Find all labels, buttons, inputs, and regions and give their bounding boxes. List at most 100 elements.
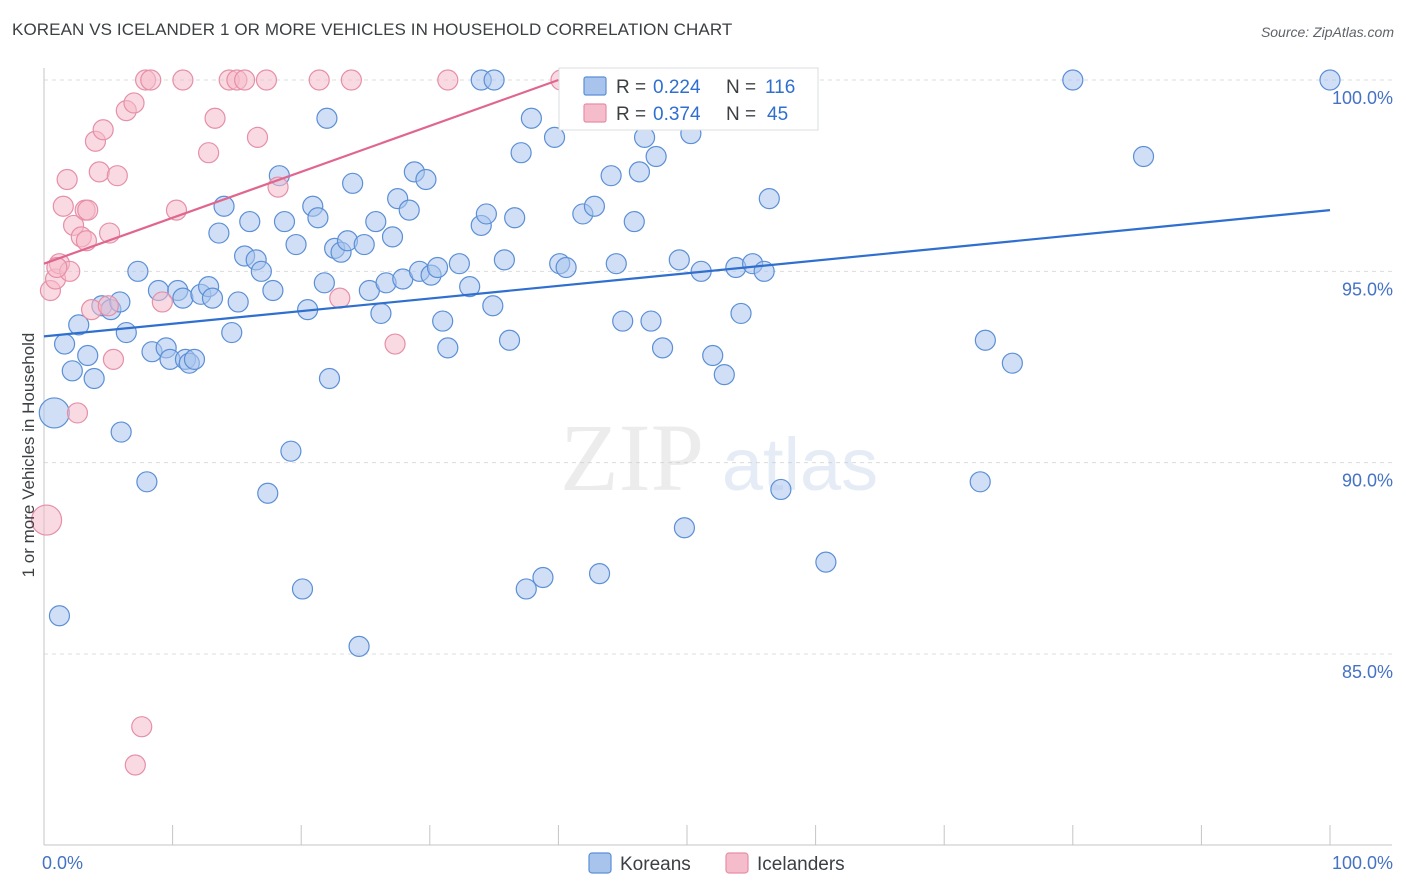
koreans-point [600, 165, 622, 187]
koreans-n-label: N = [726, 77, 756, 98]
koreans-point [448, 253, 470, 275]
koreans-point [437, 337, 459, 359]
koreans-point [504, 207, 526, 229]
koreans-point [1062, 69, 1084, 91]
stat-legend-box: R = 0.224 N = 116 R = 0.374 N = 45 [558, 67, 819, 131]
koreans-point [645, 145, 667, 168]
koreans-point [77, 344, 99, 367]
koreans-point [673, 517, 696, 539]
koreans-point [628, 161, 651, 183]
y-tick-label: 90.0% [1342, 471, 1393, 491]
icelanders-point [384, 333, 406, 355]
icelanders-point [52, 195, 74, 217]
koreans-point [183, 348, 206, 370]
icelanders-points [30, 69, 572, 776]
axes [43, 68, 1392, 846]
icelanders-point [88, 161, 110, 183]
koreans-point [316, 107, 338, 129]
koreans-point [68, 314, 90, 336]
koreans-point [61, 360, 83, 382]
icelanders-point [308, 69, 330, 91]
icelanders-point [30, 504, 63, 536]
koreans-point [257, 482, 279, 504]
koreans-point [53, 333, 76, 355]
icelanders-point [92, 119, 114, 141]
koreans-trend-line [43, 209, 1331, 338]
koreans-point [280, 440, 302, 462]
legend-koreans-label: Koreans [620, 854, 691, 875]
watermark: ZIP atlas [560, 404, 878, 511]
koreans-point [432, 310, 454, 332]
icelanders-point [204, 107, 226, 129]
koreans-point [651, 337, 674, 359]
legend-icelanders-label: Icelanders [757, 854, 845, 875]
y-axis-title: 1 or more Vehicles in Household [19, 333, 38, 578]
icelanders-r-label: R = [616, 104, 646, 125]
koreans-point [475, 203, 497, 225]
koreans-point [110, 421, 132, 443]
koreans-point [510, 142, 532, 164]
koreans-point [969, 471, 991, 493]
koreans-point [273, 210, 296, 233]
koreans-point [239, 210, 261, 233]
koreans-point [370, 302, 392, 325]
koreans-point [201, 287, 224, 309]
y-tick-label: 85.0% [1342, 662, 1393, 682]
koreans-point [555, 256, 577, 279]
koreans-swatch [583, 76, 607, 96]
koreans-point [974, 329, 996, 351]
koreans-point [1001, 352, 1023, 374]
koreans-point [758, 188, 780, 210]
koreans-point [493, 249, 515, 271]
koreans-points [38, 69, 1341, 657]
legend-icelanders-swatch [725, 852, 749, 874]
koreans-point [640, 310, 662, 332]
koreans-point [520, 107, 542, 129]
koreans-point [588, 563, 611, 585]
icelanders-point [329, 287, 351, 309]
koreans-n-value: 116 [765, 77, 795, 98]
koreans-point [623, 210, 645, 233]
icelanders-point [246, 126, 269, 148]
icelanders-point [340, 69, 362, 91]
icelanders-point [77, 199, 99, 221]
koreans-point [285, 233, 307, 256]
koreans-point [713, 364, 735, 386]
icelanders-trend-line [43, 78, 559, 265]
koreans-point [381, 226, 404, 248]
icelanders-point [172, 69, 194, 91]
koreans-point [612, 310, 634, 332]
icelanders-point [102, 348, 125, 370]
legend-koreans-swatch [588, 852, 612, 874]
koreans-point [348, 635, 370, 657]
y-tick-label: 95.0% [1342, 279, 1393, 299]
icelanders-point [198, 142, 220, 164]
koreans-point [498, 329, 521, 351]
koreans-point [353, 233, 375, 256]
koreans-point [515, 578, 537, 600]
koreans-point [115, 321, 137, 344]
koreans-point [221, 321, 243, 344]
koreans-point [208, 222, 230, 244]
koreans-point [1319, 69, 1341, 91]
koreans-point [532, 566, 554, 589]
watermark-zip: ZIP [560, 404, 704, 511]
koreans-point [262, 279, 284, 302]
x-tick-label: 0.0% [42, 853, 83, 873]
koreans-point [482, 295, 504, 317]
koreans-point [483, 69, 505, 91]
koreans-point [318, 367, 341, 390]
koreans-point [136, 471, 158, 493]
tick-labels: 100.0% 95.0% 90.0% 85.0% 0.0% 100.0% [42, 88, 1393, 873]
trend-lines [43, 78, 1331, 338]
icelanders-point [56, 168, 78, 191]
icelanders-point [124, 754, 146, 776]
koreans-point [398, 199, 420, 221]
koreans-point [291, 578, 314, 600]
koreans-point [48, 605, 71, 627]
icelanders-point [140, 69, 162, 91]
koreans-point [250, 260, 272, 282]
koreans-point [342, 172, 364, 194]
koreans-point [583, 195, 606, 217]
